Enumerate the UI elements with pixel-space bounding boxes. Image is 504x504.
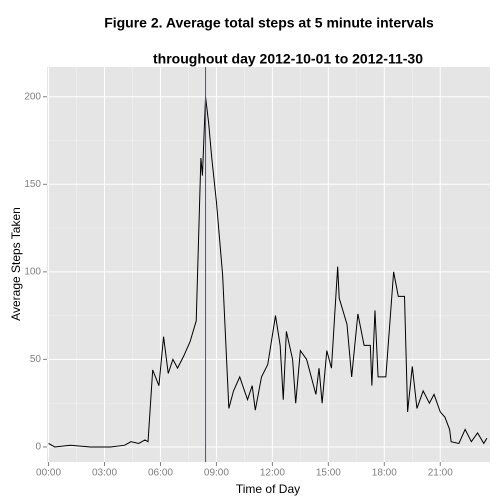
chart-title: Figure 2. Average total steps at 5 minut… [104,15,434,31]
y-tick-label: 200 [24,91,41,102]
y-tick-label: 0 [35,442,41,453]
y-tick-label: 100 [24,266,41,277]
x-tick-label: 12:00 [260,468,285,479]
x-tick-label: 18:00 [372,468,397,479]
plot-panel [47,67,490,462]
x-tick-label: 09:00 [204,468,229,479]
x-tick-label: 00:00 [36,468,61,479]
x-tick-label: 06:00 [148,468,173,479]
x-tick-label: 03:00 [92,468,117,479]
data-line [48,96,488,448]
y-axis-title: Average Steps Taken [9,207,23,321]
x-axis-title: Time of Day [236,482,300,496]
y-tick-label: 150 [24,179,41,190]
x-tick-label: 15:00 [316,468,341,479]
chart-title: throughout day 2012-10-01 to 2012-11-30 [153,51,423,67]
x-tick-label: 21:00 [428,468,453,479]
y-tick-label: 50 [30,354,42,365]
